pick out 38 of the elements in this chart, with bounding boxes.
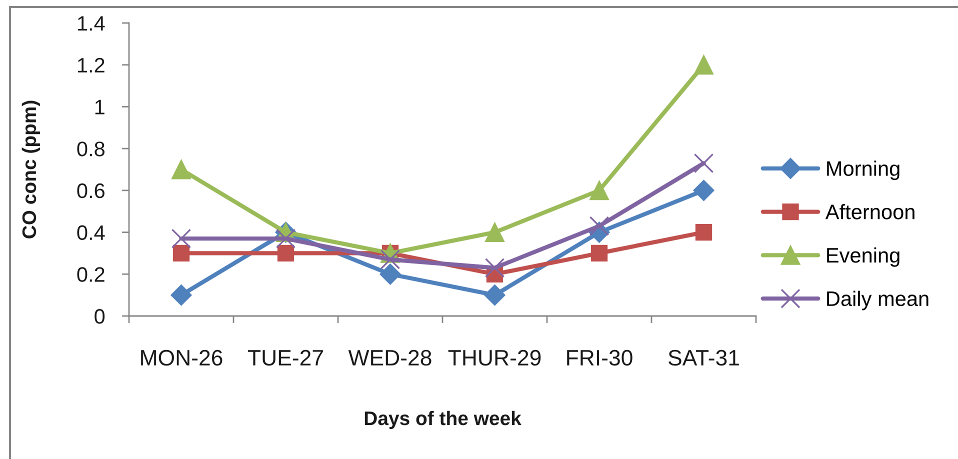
legend-label: Afternoon (825, 204, 914, 220)
y-tick-label: 0.8 (77, 142, 104, 156)
point (693, 180, 714, 201)
legend-label: Morning (827, 160, 900, 180)
x-tick-label: MON-26 (141, 350, 222, 366)
point (172, 160, 191, 180)
y-tick-label: 1.2 (78, 58, 104, 72)
point (695, 224, 712, 241)
point (589, 216, 610, 236)
point (694, 55, 714, 75)
y-tick-label: 0.4 (77, 225, 105, 240)
x-tick-label: TUE-27 (248, 350, 323, 366)
y-tick-label: 0 (94, 309, 105, 324)
y-tick-label: 1.4 (78, 16, 105, 31)
x-tick-label: SAT-31 (668, 350, 739, 366)
point (380, 264, 401, 285)
point (172, 244, 190, 262)
y-tick-label: 0.6 (77, 183, 104, 198)
y-tick-label: 0.2 (77, 267, 104, 282)
x-tick-label: THUR-29 (448, 350, 541, 366)
x-tick-label: FRI-30 (567, 350, 632, 366)
point (484, 258, 505, 278)
x-axis-title: Days of the week (364, 410, 522, 430)
point (171, 228, 192, 248)
point (590, 244, 608, 262)
point (277, 244, 294, 262)
x-tick-label: WED-28 (348, 350, 432, 366)
legend-label: Daily mean (827, 290, 928, 310)
legend-label: Evening (827, 247, 900, 267)
y-axis-title: CO conc (ppm) (22, 100, 40, 238)
point (590, 180, 609, 200)
point (694, 153, 714, 174)
point (484, 284, 506, 306)
point (380, 250, 400, 270)
point (276, 228, 296, 248)
point (170, 284, 192, 306)
point (485, 222, 504, 242)
y-tick-label: 1 (95, 100, 104, 114)
